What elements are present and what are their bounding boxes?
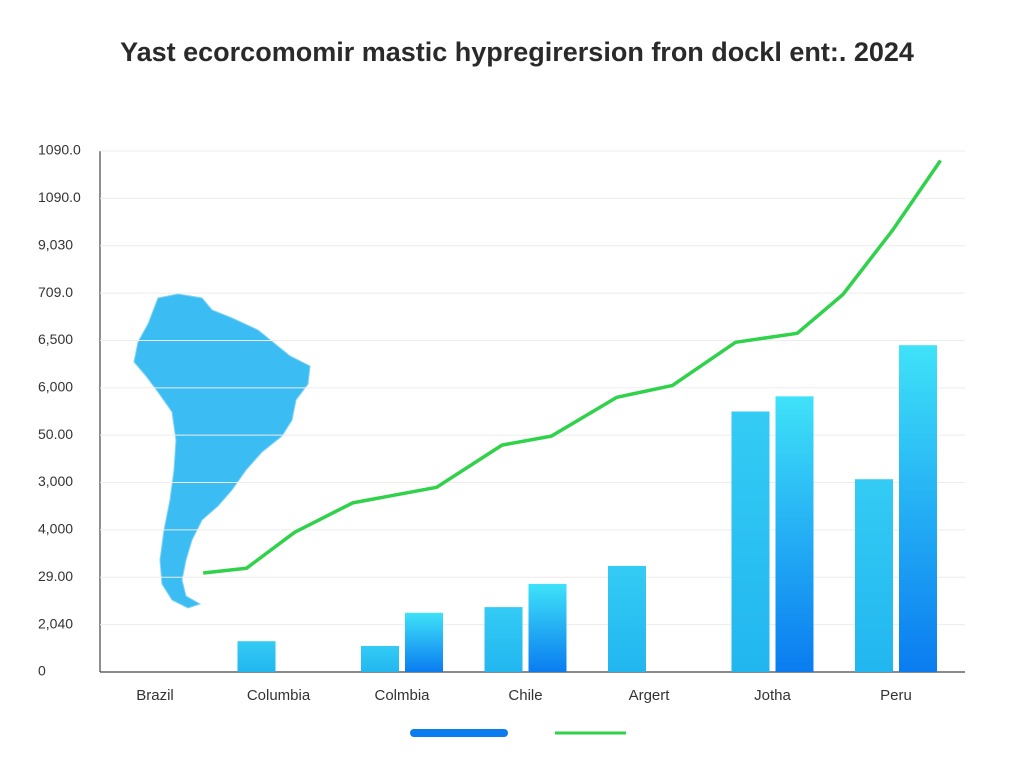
y-tick-label: 6,000 (38, 379, 73, 395)
y-tick-label: 3,000 (38, 473, 73, 489)
bar (775, 396, 814, 672)
chart-title: Yast ecorcomomir mastic hypregirersion f… (120, 37, 914, 67)
x-tick-label: Brazil (136, 687, 174, 704)
bar (731, 411, 770, 672)
bar (899, 345, 937, 672)
line (203, 159, 942, 575)
y-tick-label: 2,040 (38, 615, 73, 631)
y-tick-label: 29.00 (38, 568, 73, 584)
x-tick-label: Argert (629, 687, 671, 704)
bar (405, 612, 443, 672)
bar (484, 607, 523, 672)
bar (528, 583, 567, 672)
x-tick-label: Chile (508, 687, 542, 704)
x-tick-label: Colmbia (374, 687, 430, 704)
x-tick-label: Jotha (754, 687, 791, 704)
bar (361, 645, 399, 672)
y-tick-label: 1090.0 (38, 189, 81, 205)
x-tick-label: Columbia (247, 687, 311, 704)
y-tick-label: 709.0 (38, 284, 73, 300)
y-tick-label: 9,030 (38, 236, 73, 252)
y-tick-label: 1090.0 (38, 142, 81, 158)
bar (855, 479, 893, 672)
bar (237, 641, 276, 672)
x-tick-label: Peru (880, 687, 912, 704)
y-tick-label: 50.00 (38, 426, 73, 442)
y-tick-label: 4,000 (38, 521, 73, 537)
y-tick-label: 0 (38, 663, 46, 679)
y-tick-label: 6,500 (38, 331, 73, 347)
bar (608, 565, 646, 672)
map-illustration (133, 293, 311, 609)
